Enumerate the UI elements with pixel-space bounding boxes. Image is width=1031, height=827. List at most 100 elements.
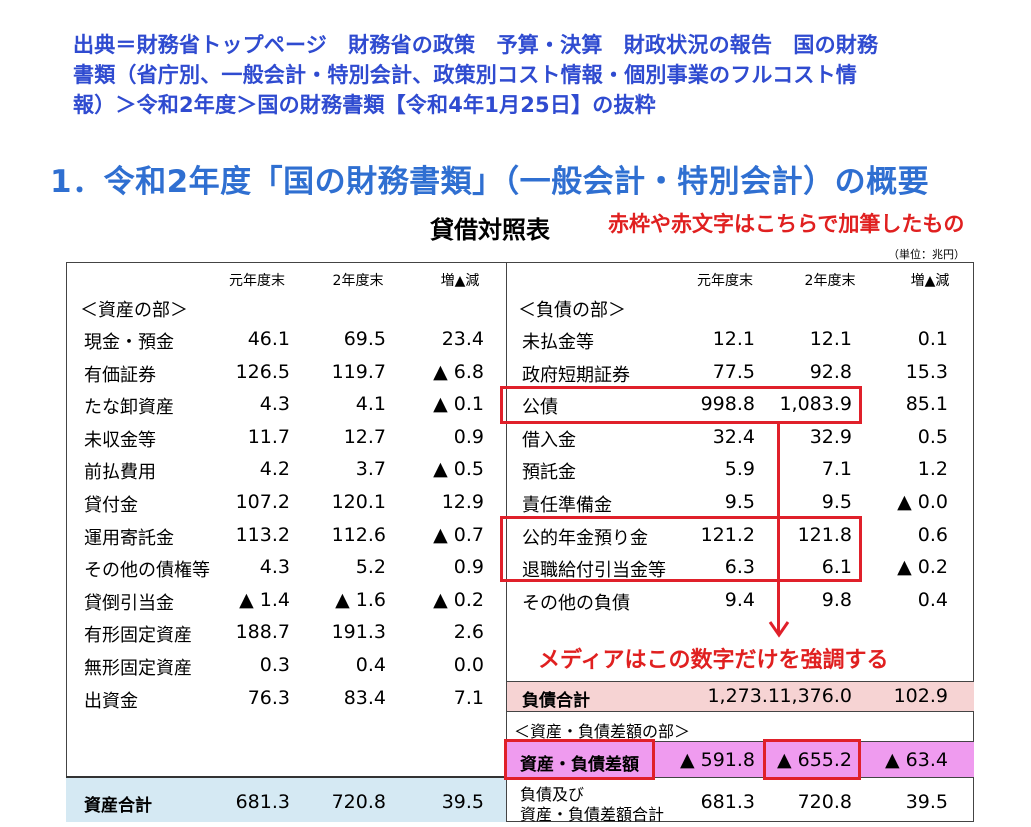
arrow-shaft: [777, 424, 780, 634]
liability-row-curr: 12.1: [809, 328, 852, 350]
liability-total-label: 負債合計: [522, 691, 590, 711]
net-diff-label: 資産・負債差額: [520, 755, 639, 775]
liability-row-prev: 12.1: [712, 328, 755, 350]
col-header-diff: 増▲減: [440, 273, 480, 289]
asset-row-diff: 2.6: [453, 621, 484, 644]
pension-highlight-box: [500, 516, 862, 582]
liability-row-label: 責任準備金: [522, 495, 612, 516]
source-line: 報）＞令和2年度＞国の財務書類【令和4年1月25日】の抜粋: [73, 93, 656, 117]
liability-row-curr: 9.8: [821, 588, 852, 611]
net-value-highlight-box: [763, 739, 861, 780]
source-note: 出典＝財務省トップページ 財務省の政策 予算・決算 財政状況の報告 国の財務 書…: [73, 30, 973, 120]
liability-row-prev: 5.9: [724, 458, 755, 481]
asset-row-diff: 0.0: [453, 654, 484, 676]
liability-total-diff: 102.9: [893, 685, 948, 707]
liability-row-prev: 6.3: [724, 556, 755, 579]
arrow-down-icon: [768, 621, 790, 638]
net-diff-diff: ▲ 63.4: [885, 749, 948, 771]
col-header-curr: 2年度末: [804, 273, 856, 289]
asset-total-label: 資産合計: [84, 796, 152, 816]
asset-row-prev: 4.2: [259, 458, 290, 481]
column-divider: [506, 262, 507, 822]
asset-row-label: たな卸資産: [84, 397, 174, 419]
liability-row-label: 退職給付引当金等: [522, 560, 666, 582]
source-line: 出典＝財務省トップページ 財務省の政策 予算・決算 財政状況の報告 国の財務: [73, 33, 879, 57]
grand-total-prev: 681.3: [700, 791, 755, 813]
asset-row-diff: 7.1: [453, 686, 484, 709]
asset-row-prev: 113.2: [235, 523, 290, 546]
asset-row-curr: 4.1: [355, 393, 386, 416]
grand-total-label-1: 負債及び: [520, 785, 585, 804]
asset-row-curr: 12.7: [343, 425, 386, 448]
liability-row-label: その他の負債: [522, 592, 630, 614]
grand-total-diff: 39.5: [905, 791, 948, 813]
liability-row-diff: ▲ 0.2: [897, 556, 948, 579]
asset-row-curr: 120.1: [331, 491, 386, 513]
asset-row-prev: 107.2: [235, 491, 290, 513]
asset-row-label: 運用寄託金: [84, 527, 174, 549]
liability-row-curr: 9.5: [821, 491, 852, 513]
liability-row-curr: 121.8: [797, 523, 852, 546]
asset-row-curr: 119.7: [331, 360, 386, 383]
liability-row-prev: 9.5: [724, 491, 755, 513]
assets-section-title: ＜資産の部＞: [80, 300, 188, 321]
liability-row-diff: ▲ 0.0: [897, 491, 948, 513]
grand-total-label-2: 資産・負債差額合計: [520, 805, 665, 824]
asset-row-prev: 11.7: [247, 425, 290, 448]
asset-row-prev: 4.3: [259, 556, 290, 579]
liability-row-prev: 121.2: [700, 523, 755, 546]
liability-row-diff: 85.1: [905, 393, 948, 416]
asset-row-diff: 0.9: [453, 425, 484, 448]
asset-row-diff: 12.9: [441, 491, 484, 513]
liability-row-diff: 1.2: [917, 458, 948, 481]
net-diff-row-bg: [507, 741, 974, 778]
liability-row-curr: 92.8: [809, 360, 852, 383]
liability-row-curr: 7.1: [821, 458, 852, 481]
asset-row-label: 未収金等: [84, 429, 156, 451]
net-label-highlight-box: [504, 739, 655, 780]
asset-row-prev: 76.3: [247, 686, 290, 709]
media-emphasis-note: メディアはこの数字だけを強調する: [538, 648, 889, 673]
liability-row-diff: 15.3: [905, 360, 948, 383]
asset-row-label: 有形固定資産: [84, 625, 192, 647]
liability-row-prev: 77.5: [712, 360, 755, 383]
liability-total-curr: 1,376.0: [779, 685, 852, 707]
unit-label: （単位：兆円）: [888, 248, 965, 261]
col-header-prev: 元年度末: [697, 273, 753, 289]
liability-row-diff: 0.5: [917, 425, 948, 448]
asset-row-label: 貸倒引当金: [84, 592, 174, 614]
grand-total-curr: 720.8: [797, 791, 852, 813]
liability-row-prev: 9.4: [724, 588, 755, 611]
asset-row-prev: 4.3: [259, 393, 290, 416]
liability-row-label: 政府短期証券: [522, 364, 630, 386]
liability-row-prev: 998.8: [700, 393, 755, 416]
liability-row-curr: 6.1: [821, 556, 852, 579]
asset-total-prev: 681.3: [235, 791, 290, 813]
asset-row-curr: 83.4: [343, 686, 386, 709]
balance-sheet-frame: [66, 262, 974, 822]
liability-total-row-bg: [507, 681, 974, 712]
liability-row-diff: 0.6: [917, 523, 948, 546]
annotation-note: 赤枠や赤文字はこちらで加筆したもの: [608, 212, 965, 236]
table-title: 貸借対照表: [430, 216, 550, 244]
liability-row-curr: 1,083.9: [779, 393, 852, 416]
asset-row-diff: ▲ 0.2: [433, 588, 484, 611]
liability-row-diff: 0.4: [917, 588, 948, 611]
liability-row-label: 公的年金預り金: [522, 527, 648, 549]
asset-row-curr: 112.6: [331, 523, 386, 546]
asset-row-label: 貸付金: [84, 495, 138, 516]
col-header-diff: 増▲減: [910, 273, 950, 289]
asset-row-label: 出資金: [84, 690, 138, 712]
net-diff-prev: ▲ 591.8: [679, 749, 755, 771]
liability-row-label: 借入金: [522, 429, 576, 451]
bond-highlight-box: [500, 386, 862, 424]
source-line: 書類（省庁別、一般会計・特別会計、政策別コスト情報・個別事業のフルコスト情: [73, 63, 857, 87]
asset-total-curr: 720.8: [331, 791, 386, 813]
asset-row-prev: 126.5: [235, 360, 290, 383]
asset-total-diff: 39.5: [441, 791, 484, 813]
asset-row-curr: ▲ 1.6: [335, 588, 386, 611]
asset-row-curr: 191.3: [331, 621, 386, 644]
asset-row-diff: 0.9: [453, 556, 484, 579]
asset-row-label: 無形固定資産: [84, 658, 192, 679]
liability-row-label: 公債: [522, 397, 558, 419]
